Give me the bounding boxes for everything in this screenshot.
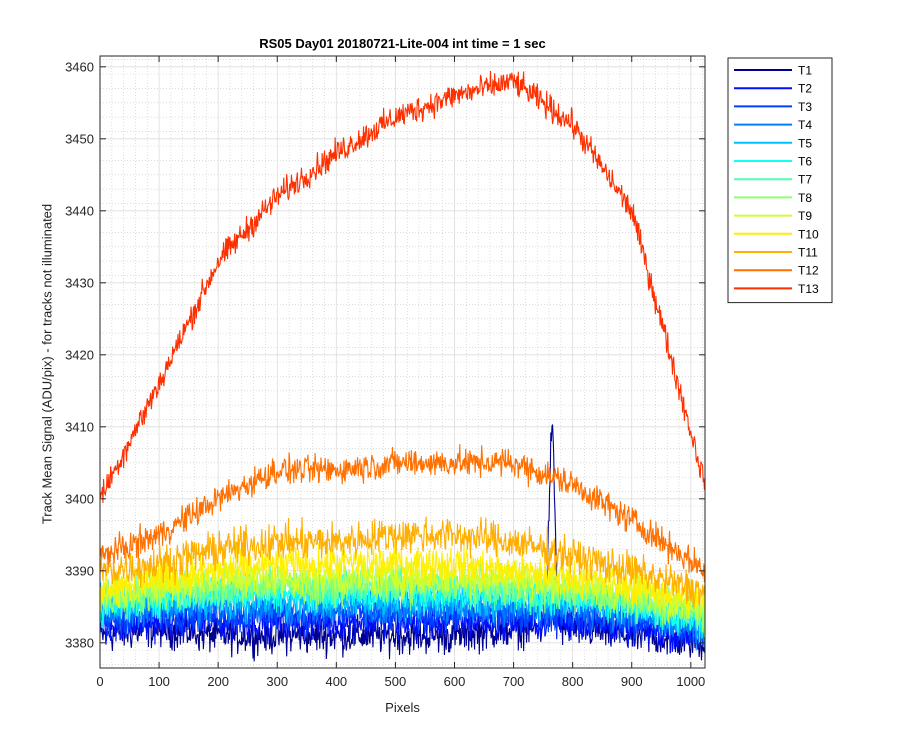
x-tick-label: 900 xyxy=(621,674,643,689)
y-tick-label: 3460 xyxy=(65,59,94,74)
legend: T1 T2 T3 T4 T5 T6 T7 T8 T9 T10 T11 T12 T13 xyxy=(727,57,833,304)
tick-labels-layer: 0 100 200 300 400 500 600 700 800 900 1000 3380 3390… xyxy=(65,59,705,689)
axes-layer xyxy=(99,55,706,669)
legend-label-t6: T6 xyxy=(798,155,812,169)
x-tick-label: 300 xyxy=(266,674,288,689)
series-line-t10 xyxy=(100,538,705,615)
x-tick-label: 500 xyxy=(385,674,407,689)
legend-label-t2: T2 xyxy=(798,82,812,96)
y-tick-label: 3400 xyxy=(65,491,94,506)
legend-label-t8: T8 xyxy=(798,191,812,205)
series-layer xyxy=(100,71,705,662)
series-line-t11 xyxy=(100,516,705,610)
x-tick-label: 600 xyxy=(444,674,466,689)
series-line-t12 xyxy=(100,444,705,583)
legend-label-t5: T5 xyxy=(798,136,812,150)
x-tick-label: 200 xyxy=(207,674,229,689)
y-tick-label: 3410 xyxy=(65,419,94,434)
axes-box xyxy=(99,55,706,669)
legend-label-t12: T12 xyxy=(798,264,819,278)
x-tick-label: 700 xyxy=(503,674,525,689)
chart-title: RS05 Day01 20180721-Lite-004 int time = … xyxy=(259,36,546,51)
legend-label-t9: T9 xyxy=(798,209,812,223)
y-tick-label: 3380 xyxy=(65,635,94,650)
legend-label-t4: T4 xyxy=(798,118,812,132)
legend-label-t11: T11 xyxy=(798,246,818,260)
legend-label-t13: T13 xyxy=(798,282,819,296)
x-tick-label: 0 xyxy=(96,674,103,689)
x-axis-label: Pixels xyxy=(385,700,420,715)
x-tick-label: 800 xyxy=(562,674,584,689)
y-tick-label: 3440 xyxy=(65,203,94,218)
x-tick-label: 1000 xyxy=(676,674,705,689)
x-tick-label: 100 xyxy=(148,674,170,689)
legend-label-t10: T10 xyxy=(798,227,819,241)
legend-label-t1: T1 xyxy=(798,64,812,78)
legend-label-t3: T3 xyxy=(798,100,812,114)
legend-box xyxy=(727,57,833,304)
y-tick-label: 3420 xyxy=(65,347,94,362)
y-tick-label: 3390 xyxy=(65,563,94,578)
x-tick-label: 400 xyxy=(325,674,347,689)
y-tick-label: 3450 xyxy=(65,131,94,146)
legend-label-t7: T7 xyxy=(798,173,812,187)
y-tick-label: 3430 xyxy=(65,275,94,290)
series-line-t13 xyxy=(100,71,705,503)
